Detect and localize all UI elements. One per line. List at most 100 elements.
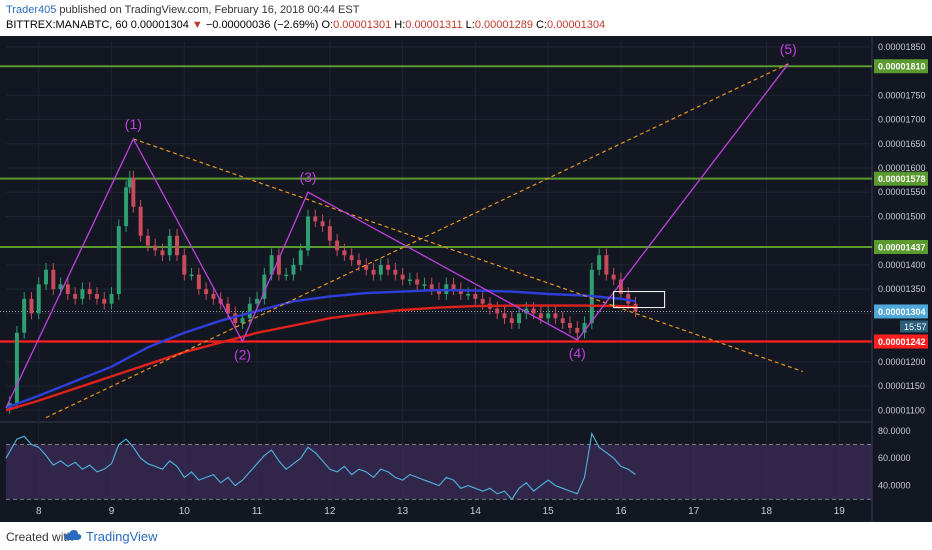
candle-body xyxy=(29,298,34,314)
chart-header: Trader405 published on TradingView.com, … xyxy=(0,0,932,36)
time-tick-label: 8 xyxy=(36,506,42,517)
chart-footer: Created with TradingView xyxy=(0,522,932,550)
candle-body xyxy=(356,260,361,265)
trend-line xyxy=(133,138,804,373)
publisher-line: Trader405 published on TradingView.com, … xyxy=(6,4,359,16)
candle-body xyxy=(393,269,398,275)
candle-body xyxy=(502,313,507,319)
candle-body xyxy=(109,294,114,304)
candle-body xyxy=(145,235,150,246)
candle-body xyxy=(284,274,289,277)
candle-body xyxy=(175,235,180,256)
close-label: C: xyxy=(536,19,548,31)
candle-body xyxy=(509,318,514,324)
candle-body xyxy=(378,264,383,275)
level-tag-label: 0.00001810 xyxy=(878,62,926,72)
candle-body xyxy=(567,323,572,328)
level-tag xyxy=(874,239,928,254)
current-price-label: 0.00001304 xyxy=(878,307,926,317)
candle-body xyxy=(335,240,340,251)
candle-body xyxy=(138,206,143,236)
ohlc-line: BITTREX:MANABTC, 60 0.00001304 ▼ −0.0000… xyxy=(6,19,605,31)
candle-body xyxy=(211,294,216,299)
candle-body xyxy=(36,284,41,314)
target-box xyxy=(613,291,666,309)
price-axis-background xyxy=(872,36,932,522)
candle-body xyxy=(371,269,376,275)
elliott-wave-path xyxy=(5,63,789,409)
candle-body xyxy=(538,313,543,319)
candle-body xyxy=(153,245,158,251)
wave-label: (5) xyxy=(780,41,797,57)
candle-body xyxy=(517,313,522,324)
time-tick-label: 10 xyxy=(179,506,191,517)
wave-label: (2) xyxy=(234,346,251,362)
chart-canvas[interactable]: (1) (2) (3) (4) (5) 0.00001100 0.00001150 0.000… xyxy=(0,36,932,522)
countdown-tag xyxy=(900,320,928,333)
candle-body xyxy=(58,284,63,290)
price-tick-label: 0.00001700 xyxy=(878,115,926,125)
tradingview-brand[interactable]: TradingView xyxy=(86,529,158,544)
down-arrow-icon: ▼ xyxy=(191,19,203,31)
candle-body xyxy=(124,187,129,227)
time-tick-label: 11 xyxy=(252,506,263,517)
candle-body xyxy=(400,274,405,280)
candle-body xyxy=(437,289,441,294)
candle-body xyxy=(604,255,609,275)
high-label: H: xyxy=(394,19,406,31)
price-tick-label: 0.00001600 xyxy=(878,163,926,173)
candle-body xyxy=(553,313,558,319)
grid xyxy=(6,42,872,502)
tradingview-cloud-icon[interactable] xyxy=(64,528,82,542)
current-price-tag xyxy=(874,304,928,319)
candle-body xyxy=(386,264,391,270)
candle-body xyxy=(407,279,412,281)
candle-body xyxy=(480,298,485,304)
candle-body xyxy=(611,274,616,280)
candle-body xyxy=(313,216,318,222)
chart-area[interactable]: (1) (2) (3) (4) (5) 0.00001100 0.00001150 0.000… xyxy=(0,36,932,522)
time-tick-label: 15 xyxy=(543,506,555,517)
candle-body xyxy=(291,264,296,275)
candle-body xyxy=(349,255,354,261)
open-label: O: xyxy=(321,19,334,31)
candle-body xyxy=(196,274,201,290)
candle-body xyxy=(597,255,602,270)
price-tick-label: 0.00001650 xyxy=(878,139,926,149)
candle-body xyxy=(167,235,172,256)
rsi-tick-label: 80.0000 xyxy=(878,426,911,436)
candle-body xyxy=(262,274,267,299)
change-value: −0.00000036 (−2.69%) xyxy=(205,19,319,31)
candle-body xyxy=(473,294,478,299)
candle-body xyxy=(451,284,456,290)
candle-body xyxy=(94,294,99,299)
candle-body xyxy=(102,298,107,304)
time-tick-label: 13 xyxy=(397,506,409,517)
candle-body xyxy=(524,308,529,314)
candle-body xyxy=(560,318,565,324)
candle-body xyxy=(233,313,238,324)
candle-body xyxy=(189,274,194,277)
level-tag-label: 0.00001578 xyxy=(878,174,926,184)
price-tick-label: 0.00001350 xyxy=(878,284,926,294)
candle-body xyxy=(495,308,500,314)
countdown-label: 15:57 xyxy=(904,322,927,332)
candle-body xyxy=(320,221,325,227)
candle-body xyxy=(575,327,580,333)
level-tag-label: 0.00001242 xyxy=(878,337,926,347)
open-value: 0.00001301 xyxy=(333,19,392,31)
candle-body xyxy=(22,298,27,333)
level-tag xyxy=(874,59,928,74)
time-tick-label: 19 xyxy=(834,506,846,517)
level-tag-label: 0.00001437 xyxy=(878,242,926,252)
low-value: 0.00001289 xyxy=(474,19,533,31)
author-link[interactable]: Trader405 xyxy=(6,4,57,16)
candle-body xyxy=(240,318,245,324)
time-tick-label: 12 xyxy=(324,506,336,517)
close-value: 0.00001304 xyxy=(547,19,606,31)
last-price: 0.00001304 xyxy=(130,19,189,31)
rsi-band xyxy=(6,444,872,500)
candle-body xyxy=(73,294,78,299)
candle-body xyxy=(582,323,587,333)
candle-body xyxy=(255,298,260,304)
